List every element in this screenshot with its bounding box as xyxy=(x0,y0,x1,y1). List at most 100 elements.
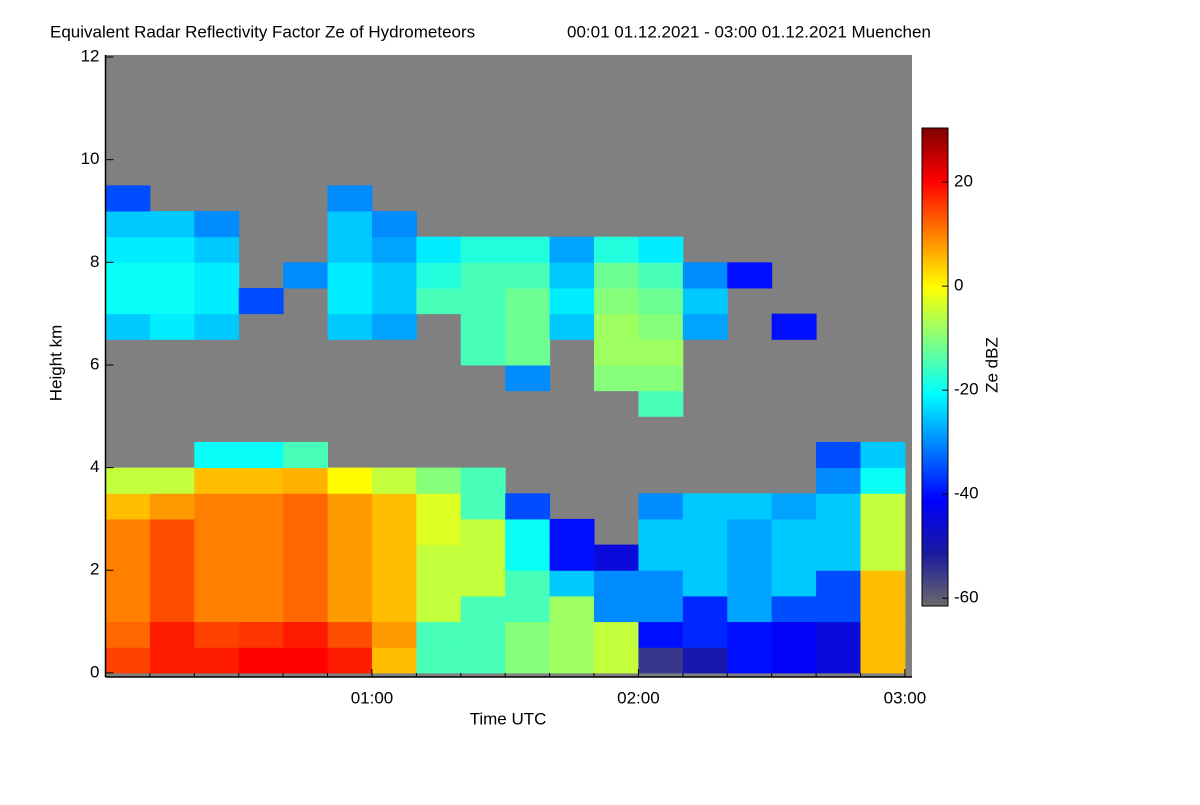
heatmap-cell xyxy=(594,647,639,674)
x-tick-label: 01:00 xyxy=(351,688,394,707)
heatmap-cell xyxy=(638,339,684,366)
heatmap-cell xyxy=(860,544,906,571)
y-tick-label: 8 xyxy=(90,252,99,271)
heatmap-cell xyxy=(416,544,462,571)
x-tick-label: 03:00 xyxy=(884,688,927,707)
heatmap-cell xyxy=(416,647,462,674)
heatmap-cell xyxy=(638,287,684,315)
heatmap-cell xyxy=(371,544,417,571)
heatmap-cell xyxy=(194,493,240,520)
heatmap-cell xyxy=(238,493,284,520)
heatmap-cell xyxy=(549,313,595,340)
heatmap-cell xyxy=(682,570,728,597)
heatmap-cell xyxy=(371,313,417,340)
heatmap-cell xyxy=(194,236,240,263)
heatmap-cell xyxy=(194,595,240,623)
heatmap-cell xyxy=(194,262,240,289)
heatmap-cell xyxy=(283,544,329,571)
heatmap-cell xyxy=(105,493,151,520)
heatmap-cell xyxy=(105,595,151,623)
heatmap-cell xyxy=(105,647,151,674)
heatmap-cell xyxy=(771,595,817,623)
y-tick-label: 6 xyxy=(90,354,99,373)
heatmap-cell xyxy=(860,647,906,674)
heatmap-cell xyxy=(238,467,284,494)
heatmap-cell xyxy=(594,544,639,571)
heatmap-cell xyxy=(149,595,195,623)
heatmap-cell xyxy=(505,493,551,520)
heatmap-cell xyxy=(727,621,773,648)
heatmap-cell xyxy=(594,595,639,623)
heatmap-cell xyxy=(238,647,284,674)
heatmap-cell xyxy=(460,621,506,648)
heatmap-cell xyxy=(816,570,861,597)
x-tick-label: 02:00 xyxy=(617,688,660,707)
y-tick-label: 12 xyxy=(81,47,100,66)
heatmap-cell xyxy=(371,570,417,597)
y-tick-label: 2 xyxy=(90,560,99,579)
chart-title: Equivalent Radar Reflectivity Factor Ze … xyxy=(50,22,475,41)
heatmap-cell xyxy=(682,287,728,315)
heatmap-cell xyxy=(594,313,639,340)
heatmap-cell xyxy=(594,570,639,597)
heatmap-cell xyxy=(194,621,240,648)
heatmap-cell xyxy=(682,262,728,289)
heatmap-cell xyxy=(194,441,240,469)
plot-area xyxy=(105,55,912,677)
heatmap-cell xyxy=(327,211,373,238)
heatmap-cell xyxy=(594,364,639,392)
heatmap-cell xyxy=(371,262,417,289)
heatmap-cell xyxy=(638,647,684,674)
heatmap-cell xyxy=(371,647,417,674)
heatmap-cell xyxy=(860,621,906,648)
heatmap-cell xyxy=(149,467,195,494)
heatmap-cell xyxy=(149,313,195,340)
heatmap-cell xyxy=(371,287,417,315)
heatmap-cell xyxy=(816,544,861,571)
heatmap-cell xyxy=(105,544,151,571)
heatmap-cell xyxy=(549,262,595,289)
heatmap-cell xyxy=(505,595,551,623)
heatmap-cell xyxy=(505,313,551,340)
heatmap-cell xyxy=(416,262,462,289)
heatmap-cell xyxy=(327,236,373,263)
heatmap-cell xyxy=(194,570,240,597)
heatmap-cell xyxy=(105,621,151,648)
heatmap-cell xyxy=(327,313,373,340)
heatmap-cell xyxy=(460,544,506,571)
heatmap-cell xyxy=(771,493,817,520)
colorbar-label: Ze dBZ xyxy=(982,337,1001,393)
heatmap-cell xyxy=(727,647,773,674)
heatmap-cell xyxy=(283,570,329,597)
heatmap-cell xyxy=(416,518,462,546)
heatmap-cell xyxy=(638,544,684,571)
heatmap-cell xyxy=(238,570,284,597)
heatmap-cell xyxy=(149,544,195,571)
heatmap-cell xyxy=(594,621,639,648)
heatmap-cell xyxy=(727,493,773,520)
heatmap-cell xyxy=(505,621,551,648)
heatmap-cell xyxy=(194,287,240,315)
heatmap-cell xyxy=(727,518,773,546)
heatmap-cell xyxy=(682,544,728,571)
heatmap-cell xyxy=(327,595,373,623)
heatmap-cell xyxy=(638,570,684,597)
heatmap-cell xyxy=(771,518,817,546)
heatmap-cell xyxy=(327,544,373,571)
y-tick-label: 4 xyxy=(90,457,99,476)
heatmap-cell xyxy=(460,313,506,340)
chart-subtitle: 00:01 01.12.2021 - 03:00 01.12.2021 Muen… xyxy=(567,22,931,41)
heatmap-cell xyxy=(327,185,373,212)
heatmap-cell xyxy=(416,236,462,263)
heatmap-cell xyxy=(816,621,861,648)
heatmap-cell xyxy=(194,518,240,546)
heatmap-cell xyxy=(638,518,684,546)
heatmap-cell xyxy=(460,262,506,289)
heatmap-cell xyxy=(371,493,417,520)
heatmap-cell xyxy=(194,467,240,494)
heatmap-cell xyxy=(416,570,462,597)
heatmap-cell xyxy=(860,493,906,520)
heatmap-cell xyxy=(727,262,773,289)
heatmap-cell xyxy=(149,570,195,597)
